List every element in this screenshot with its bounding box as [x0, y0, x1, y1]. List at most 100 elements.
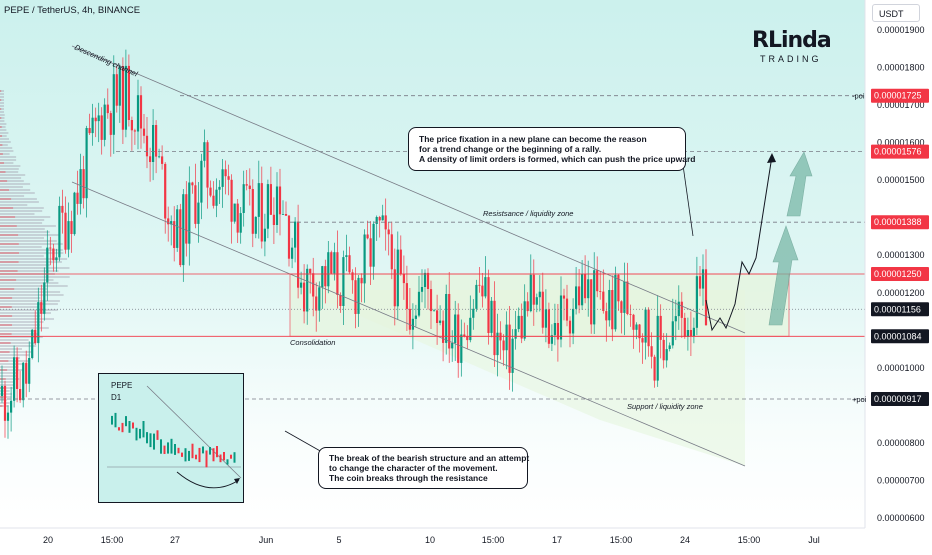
- candle-body: [581, 274, 584, 306]
- annotation-bottom: The break of the bearish structure and a…: [318, 447, 529, 489]
- volume-profile-bar: [0, 198, 37, 200]
- volume-profile-bar-red: [0, 378, 6, 380]
- volume-profile-bar-red: [0, 306, 12, 308]
- volume-profile-bar: [0, 105, 4, 107]
- volume-profile-bar: [0, 189, 31, 191]
- candle-body: [535, 297, 538, 305]
- volume-profile-bar-red: [0, 189, 9, 191]
- volume-profile-bar: [0, 378, 20, 380]
- candle-body: [541, 291, 544, 328]
- candle-body: [584, 274, 587, 299]
- volume-profile-bar: [0, 267, 70, 269]
- annotation-top-line: for a trend change or the beginning of a…: [419, 144, 602, 154]
- projected-path: [705, 155, 773, 332]
- volume-profile-bar: [0, 252, 64, 254]
- volume-profile-bar-red: [0, 135, 2, 137]
- inset-candle: [223, 452, 225, 461]
- time-axis-tick: 15:00: [738, 535, 761, 545]
- candle-body: [118, 66, 121, 106]
- candle-body: [547, 309, 550, 344]
- candle-body: [704, 269, 708, 326]
- volume-profile-bar: [0, 141, 11, 143]
- candle-body: [139, 95, 143, 129]
- candle-body: [13, 357, 16, 401]
- price-level-side-note: +poi: [852, 395, 867, 404]
- volume-profile-bar: [0, 165, 21, 167]
- inset-candle: [233, 452, 236, 463]
- volume-profile-bar-red: [0, 99, 2, 101]
- candle-body: [0, 385, 4, 396]
- volume-profile-bar: [0, 204, 28, 206]
- candle-body: [544, 309, 547, 328]
- candle-body: [239, 213, 242, 233]
- volume-profile-bar-red: [0, 342, 11, 344]
- volume-profile-bar: [0, 126, 6, 128]
- candle-body: [82, 169, 85, 199]
- volume-profile-bar: [0, 213, 35, 215]
- candle-body: [345, 255, 348, 257]
- inset-title: PEPE: [111, 381, 133, 390]
- volume-profile-bar-red: [0, 108, 2, 110]
- candle-body: [179, 209, 182, 266]
- volume-profile-bar-red: [0, 126, 2, 128]
- candle-body: [76, 192, 79, 204]
- volume-profile-bar: [0, 300, 60, 302]
- logo-line-2: TRADING: [760, 54, 822, 64]
- candle-body: [454, 314, 457, 343]
- inset-candle: [216, 446, 218, 458]
- candle-body: [405, 283, 408, 309]
- candle-body: [112, 74, 115, 135]
- candle-body: [692, 327, 695, 337]
- candle-body: [653, 356, 656, 381]
- candle-body: [236, 203, 239, 233]
- inset-curve: [176, 471, 240, 489]
- candle-body: [505, 324, 508, 351]
- volume-profile-bar: [0, 258, 68, 260]
- candle-body: [559, 295, 563, 340]
- volume-profile-bar: [0, 270, 59, 272]
- chart-label-resistance: Resistsance / liquidity zone: [483, 209, 573, 218]
- price-level-badge-text: 0.00001250: [874, 269, 922, 279]
- volume-profile-bar: [0, 177, 22, 179]
- candle-body: [167, 218, 170, 225]
- candle-body: [324, 266, 327, 287]
- candle-body: [390, 234, 393, 270]
- volume-profile-bar: [0, 222, 43, 224]
- inset-candle: [181, 452, 183, 457]
- volume-profile-bar: [0, 336, 43, 338]
- currency-button[interactable]: USDT: [872, 4, 920, 22]
- time-axis-tick: Jul: [808, 535, 820, 545]
- volume-profile-bar: [0, 309, 58, 311]
- inset-candle: [191, 443, 194, 459]
- candle-body: [632, 314, 635, 330]
- candle-body: [145, 135, 149, 157]
- chart-label-support: Support / liquidity zone: [627, 402, 703, 411]
- volume-profile-bar-red: [0, 324, 12, 326]
- volume-profile-bar-red: [0, 333, 12, 335]
- candle-body: [287, 215, 291, 259]
- candle-body: [608, 290, 611, 321]
- candle-body: [411, 318, 414, 330]
- candle-body: [426, 272, 430, 289]
- inset-candle: [121, 422, 124, 433]
- volume-profile-bar: [0, 96, 4, 98]
- volume-profile-bar: [0, 195, 25, 197]
- candle-body: [538, 291, 541, 298]
- candle-body: [70, 221, 73, 234]
- volume-profile-bar: [0, 192, 35, 194]
- candle-body: [387, 229, 390, 235]
- volume-profile-bar: [0, 231, 50, 233]
- candle-body: [97, 115, 100, 122]
- volume-profile-bar: [0, 363, 24, 365]
- time-axis-tick: 17: [552, 535, 562, 545]
- candle-body: [94, 117, 97, 122]
- candle-body: [19, 389, 22, 401]
- inset-candle: [111, 415, 113, 425]
- price-level-badge: [871, 329, 929, 344]
- candle-body: [257, 183, 260, 217]
- candle-body: [487, 277, 490, 333]
- candle-body: [650, 346, 653, 357]
- volume-profile-bar: [0, 225, 56, 227]
- candle-body: [686, 330, 689, 337]
- candle-body: [668, 345, 671, 349]
